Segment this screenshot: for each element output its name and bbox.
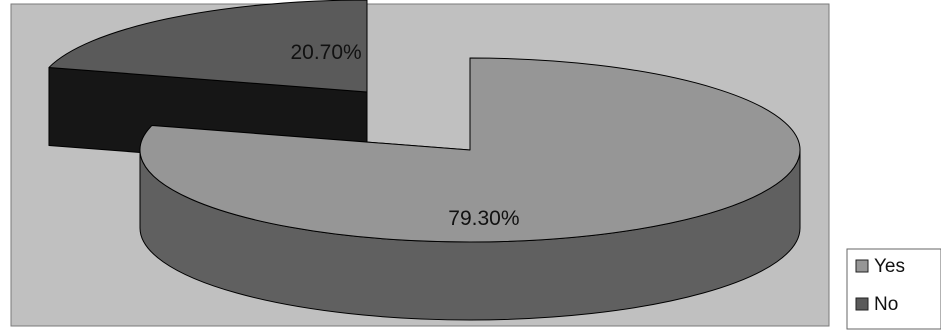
slice-yes: [139, 57, 801, 243]
legend-swatch-no: [855, 297, 869, 311]
legend-label-yes: Yes: [874, 256, 905, 277]
data-label-no: 20.70%: [290, 41, 361, 64]
legend: Yes No: [846, 248, 941, 330]
legend-swatch-yes: [855, 259, 869, 273]
pie-slices: [48, 0, 801, 321]
slice-no: [48, 0, 368, 93]
data-labels: 20.70% 79.30%: [290, 41, 519, 230]
data-label-yes: 79.30%: [448, 207, 519, 230]
legend-label-no: No: [874, 294, 898, 315]
